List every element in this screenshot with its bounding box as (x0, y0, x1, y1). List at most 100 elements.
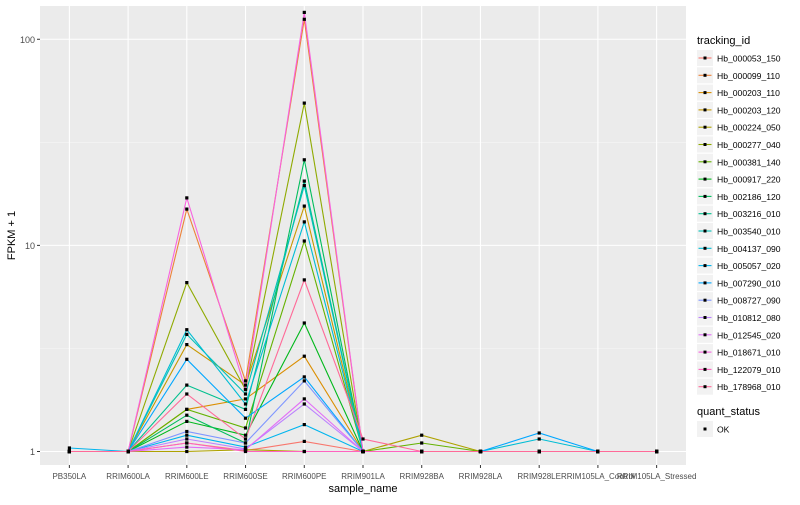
x-tick-label: RRIM105LA_Control (561, 472, 635, 481)
legend-item-label: Hb_000917_220 (717, 175, 781, 185)
data-point (126, 449, 130, 454)
data-point (185, 357, 189, 361)
legend-key-point (703, 91, 707, 95)
data-point (420, 433, 424, 437)
data-point (302, 278, 306, 282)
x-tick-label: RRIM600PE (282, 472, 326, 481)
x-tick-label: RRIM105LA_Stressed (617, 472, 697, 481)
legend-key-point (703, 125, 707, 129)
legend-key-point (703, 108, 707, 112)
legend-key-point (703, 229, 707, 233)
legend-item-label: Hb_000224_050 (717, 123, 781, 133)
legend-item-label: Hb_000277_040 (717, 140, 781, 150)
legend-item-label: Hb_004137_090 (717, 244, 781, 254)
data-point (243, 402, 248, 406)
legend-key-point (703, 350, 707, 354)
data-point (185, 441, 189, 445)
data-point (185, 445, 189, 449)
legend-key-point (703, 246, 707, 250)
legend-item-label: Hb_002186_120 (717, 192, 781, 202)
legend-key-point (703, 212, 707, 216)
data-point (243, 387, 248, 392)
data-point (243, 448, 248, 452)
x-tick-label: RRIM600SE (223, 472, 267, 481)
legend-key-point (703, 143, 707, 146)
data-point (302, 158, 306, 162)
x-tick-label: RRIM600LA (106, 472, 150, 481)
data-point (478, 449, 483, 454)
data-point (537, 437, 541, 441)
data-point (185, 328, 189, 332)
data-point (302, 321, 306, 325)
data-point (185, 419, 189, 423)
legend-item-label: Hb_000203_110 (717, 88, 780, 98)
data-point (185, 449, 189, 454)
data-point (302, 354, 306, 358)
y-tick-label: 1 (30, 447, 35, 457)
legend-shape-label: OK (717, 425, 730, 435)
data-point (302, 17, 306, 21)
legend-key-point (703, 264, 707, 268)
data-point (243, 397, 248, 401)
legend-shape-key-point (703, 427, 707, 431)
series-points (67, 10, 659, 454)
legend-item-label: Hb_178968_010 (717, 382, 781, 392)
data-point (243, 441, 248, 445)
legend-shape-title: quant_status (697, 406, 760, 418)
legend-title: tracking_id (697, 35, 750, 47)
data-point (302, 439, 306, 443)
data-point (302, 179, 306, 183)
legend-key-point (703, 385, 707, 389)
data-point (361, 437, 365, 441)
data-point (302, 423, 306, 427)
x-axis-title: sample_name (328, 483, 397, 495)
data-point (537, 449, 541, 454)
legend-color: Hb_000053_150 Hb_000099_110 Hb_000203_110 H… (697, 50, 781, 395)
data-point (185, 196, 189, 200)
x-tick-label: PB350LA (52, 472, 86, 481)
legend-key-point (703, 298, 707, 302)
data-point (243, 407, 248, 411)
legend-key-point (703, 333, 707, 337)
legend-key-point (703, 160, 707, 164)
data-point (596, 449, 600, 454)
data-point (243, 445, 248, 449)
data-point (243, 426, 248, 430)
y-axis-title: FPKM + 1 (6, 211, 18, 260)
data-point (185, 407, 189, 411)
data-point (302, 10, 306, 14)
legend-item-label: Hb_000203_120 (717, 105, 781, 115)
y-tick-label: 100 (20, 35, 35, 45)
data-point (67, 446, 71, 450)
legend-item-label: Hb_018671_010 (717, 348, 781, 358)
data-point (185, 392, 189, 396)
data-point (537, 431, 541, 435)
data-point (302, 204, 306, 208)
data-point (302, 379, 306, 383)
legend-key-point (703, 194, 707, 198)
data-point (302, 449, 306, 454)
y-tick-label: 10 (25, 241, 35, 251)
data-point (420, 441, 424, 445)
x-tick-label: RRIM901LA (341, 472, 385, 481)
data-point (185, 413, 189, 417)
legend-item-label: Hb_012545_020 (717, 330, 781, 340)
legend-item-label: Hb_003216_010 (717, 209, 781, 219)
data-point (243, 383, 248, 387)
legend-key-point (703, 367, 707, 371)
data-point (185, 281, 189, 285)
x-tick-label: RRIM928LA (459, 472, 503, 481)
legend-key-point (703, 73, 707, 77)
data-point (361, 449, 365, 454)
data-point (302, 220, 306, 224)
legend-key-point (703, 177, 707, 181)
data-point (185, 332, 189, 336)
legend-item-label: Hb_122079_010 (717, 365, 781, 375)
legend-key-point (703, 281, 707, 285)
data-point (243, 392, 248, 396)
data-point (185, 429, 189, 434)
data-point (302, 239, 306, 243)
data-point (243, 416, 248, 420)
x-tick-label: RRIM600LE (165, 472, 209, 481)
x-tick-label: RRIM928BA (399, 472, 444, 481)
